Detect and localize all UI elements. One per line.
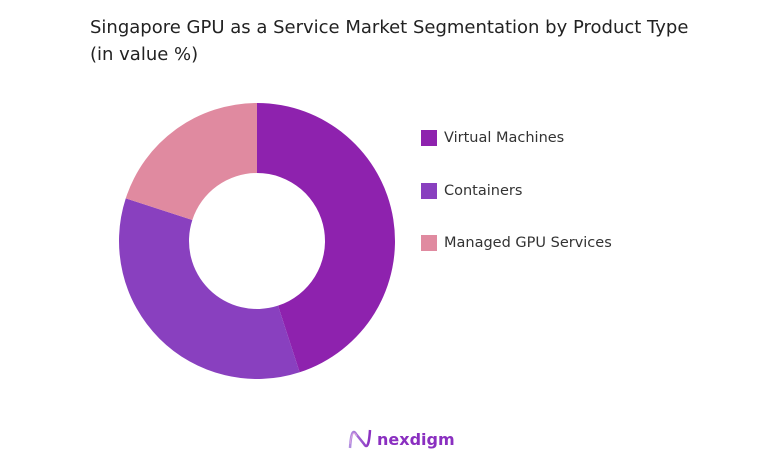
logo-wave-icon — [348, 429, 372, 449]
legend-swatch — [421, 235, 437, 251]
donut-slice-managed-gpu-services — [125, 103, 257, 220]
chart-title: Singapore GPU as a Service Market Segmen… — [90, 17, 689, 65]
legend-item-virtual-machines: Virtual Machines — [421, 128, 612, 148]
donut-slice-containers — [118, 198, 300, 379]
donut-slice-virtual-machines — [257, 103, 395, 373]
legend-label: Managed GPU Services — [444, 235, 612, 251]
legend-item-containers: Containers — [421, 181, 612, 201]
legend: Virtual Machines Containers Managed GPU … — [421, 128, 612, 286]
legend-swatch — [421, 130, 437, 146]
legend-item-managed-gpu-services: Managed GPU Services — [421, 233, 612, 253]
nexdigm-logo: nexdigm — [348, 428, 455, 450]
logo-text: nexdigm — [377, 429, 455, 449]
legend-label: Virtual Machines — [444, 130, 565, 146]
legend-swatch — [421, 182, 437, 199]
legend-label: Containers — [444, 182, 523, 199]
